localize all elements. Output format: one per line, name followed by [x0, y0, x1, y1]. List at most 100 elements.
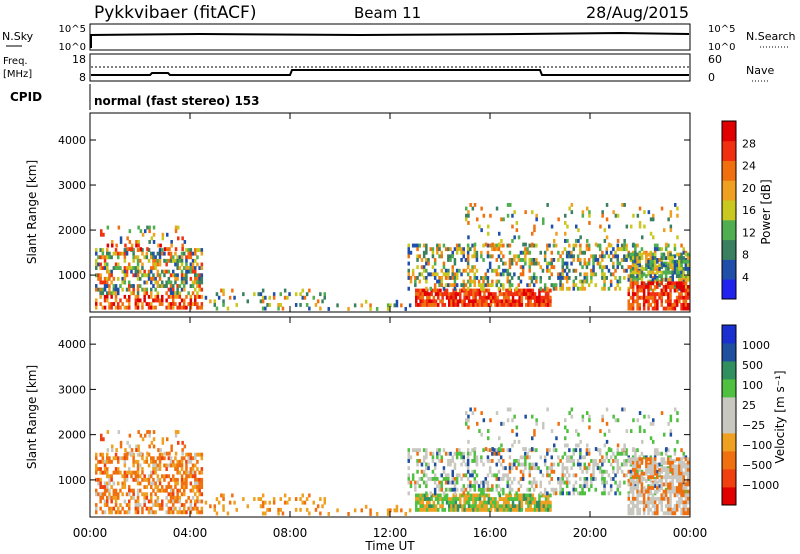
velocity-echo-cell: [579, 477, 582, 481]
power-echo-cell: [136, 305, 140, 310]
power-echo-cell: [165, 258, 168, 263]
velocity-echo-cell: [106, 452, 109, 457]
power-echo-cell: [547, 292, 550, 297]
velocity-echo-cell: [425, 491, 428, 496]
power-echo-cell: [642, 292, 646, 297]
velocity-echo-cell: [147, 506, 151, 511]
power-echo-cell: [185, 273, 188, 278]
velocity-echo-cell: [125, 492, 129, 497]
velocity-echo-cell: [653, 460, 657, 465]
velocity-echo-cell: [535, 462, 538, 467]
velocity-echo-cell: [112, 506, 116, 511]
power-echo-cell: [137, 240, 140, 244]
velocity-echo-cell: [502, 487, 505, 492]
velocity-echo-cell: [508, 487, 512, 492]
velocity-echo-cell: [552, 469, 556, 474]
velocity-echo-cell: [124, 448, 127, 452]
power-echo-cell: [651, 281, 655, 286]
velocity-echo-cell: [673, 448, 677, 453]
velocity-echo-cell: [167, 481, 171, 486]
power-echo-cell: [538, 295, 541, 300]
velocity-echo-cell: [667, 421, 670, 426]
velocity-echo-cell: [532, 448, 536, 453]
power-echo-cell: [187, 291, 190, 296]
power-echo-cell: [638, 221, 642, 225]
velocity-echo-cell: [465, 411, 468, 415]
velocity-echo-cell: [467, 497, 471, 501]
velocity-echo-cell: [161, 437, 165, 442]
power-echo-cell: [119, 284, 122, 288]
power-echo-cell: [636, 288, 639, 293]
power-echo-cell: [180, 251, 184, 256]
velocity-echo-cell: [485, 493, 488, 498]
velocity-echo-cell: [123, 452, 127, 457]
power-echo-cell: [656, 243, 659, 248]
power-echo-cell: [474, 295, 477, 300]
velocity-echo-cell: [158, 506, 162, 511]
velocity-echo-cell: [636, 496, 639, 501]
power-echo-cell: [680, 259, 683, 264]
velocity-echo-cell: [375, 512, 379, 516]
power-echo-cell: [667, 285, 670, 289]
velocity-echo-cell: [327, 512, 330, 516]
power-echo-cell: [475, 268, 479, 273]
colorbar-frame: [721, 120, 737, 300]
power-echo-cell: [194, 269, 197, 274]
velocity-echo-cell: [152, 463, 155, 468]
power-echo-cell: [636, 292, 639, 297]
velocity-echo-cell: [194, 499, 197, 504]
power-echo-cell: [453, 258, 457, 262]
power-echo-cell: [432, 288, 436, 293]
power-echo-cell: [543, 250, 547, 255]
power-echo-cell: [686, 274, 690, 279]
velocity-echo-cell: [631, 460, 635, 465]
power-echo-cell: [667, 306, 670, 311]
velocity-echo-cell: [130, 470, 133, 475]
velocity-echo-cell: [294, 507, 298, 512]
velocity-echo-cell: [99, 495, 102, 500]
power-echo-cell: [462, 286, 465, 291]
velocity-echo-cell: [156, 495, 160, 500]
velocity-echo-cell: [409, 484, 413, 489]
power-echo-cell: [141, 251, 144, 256]
power-echo-cell: [174, 273, 177, 278]
power-echo-cell: [601, 250, 604, 255]
power-echo-cell: [631, 292, 635, 297]
power-echo-cell: [187, 269, 190, 274]
velocity-echo-cell: [189, 499, 193, 504]
power-echo-cell: [653, 299, 657, 304]
velocity-echo-cell: [488, 448, 492, 453]
velocity-echo-cell: [103, 499, 107, 504]
velocity-echo-cell: [194, 485, 197, 489]
velocity-echo-cell: [581, 469, 584, 474]
velocity-echo-cell: [194, 506, 197, 511]
velocity-echo-cell: [158, 488, 162, 493]
power-echo-cell: [438, 254, 441, 259]
velocity-echo-cell: [546, 473, 549, 478]
velocity-echo-cell: [625, 473, 628, 478]
power-echo-cell: [180, 276, 184, 281]
power-echo-cell: [609, 279, 613, 284]
velocity-echo-cell: [636, 504, 639, 508]
power-data: [95, 203, 690, 311]
power-echo-cell: [658, 267, 661, 271]
power-echo-cell: [634, 270, 637, 275]
power-echo-cell: [106, 294, 109, 299]
velocity-echo-cell: [658, 451, 661, 456]
power-echo-cell: [563, 276, 567, 280]
power-echo-cell: [636, 285, 639, 289]
velocity-echo-cell: [508, 462, 512, 467]
velocity-echo-cell: [117, 467, 120, 471]
velocity-echo-cell: [99, 452, 102, 457]
velocity-echo-cell: [516, 507, 519, 512]
velocity-echo-cell: [518, 497, 521, 501]
velocity-echo-cell: [631, 489, 635, 494]
power-echo-cell: [400, 303, 403, 308]
power-echo-cell: [143, 298, 146, 303]
power-echo-cell: [669, 224, 673, 229]
power-echo-cell: [110, 255, 113, 260]
power-echo-cell: [141, 273, 144, 278]
velocity-echo-cell: [555, 436, 558, 441]
power-echo-cell: [568, 268, 571, 273]
velocity-echo-cell: [112, 488, 116, 493]
